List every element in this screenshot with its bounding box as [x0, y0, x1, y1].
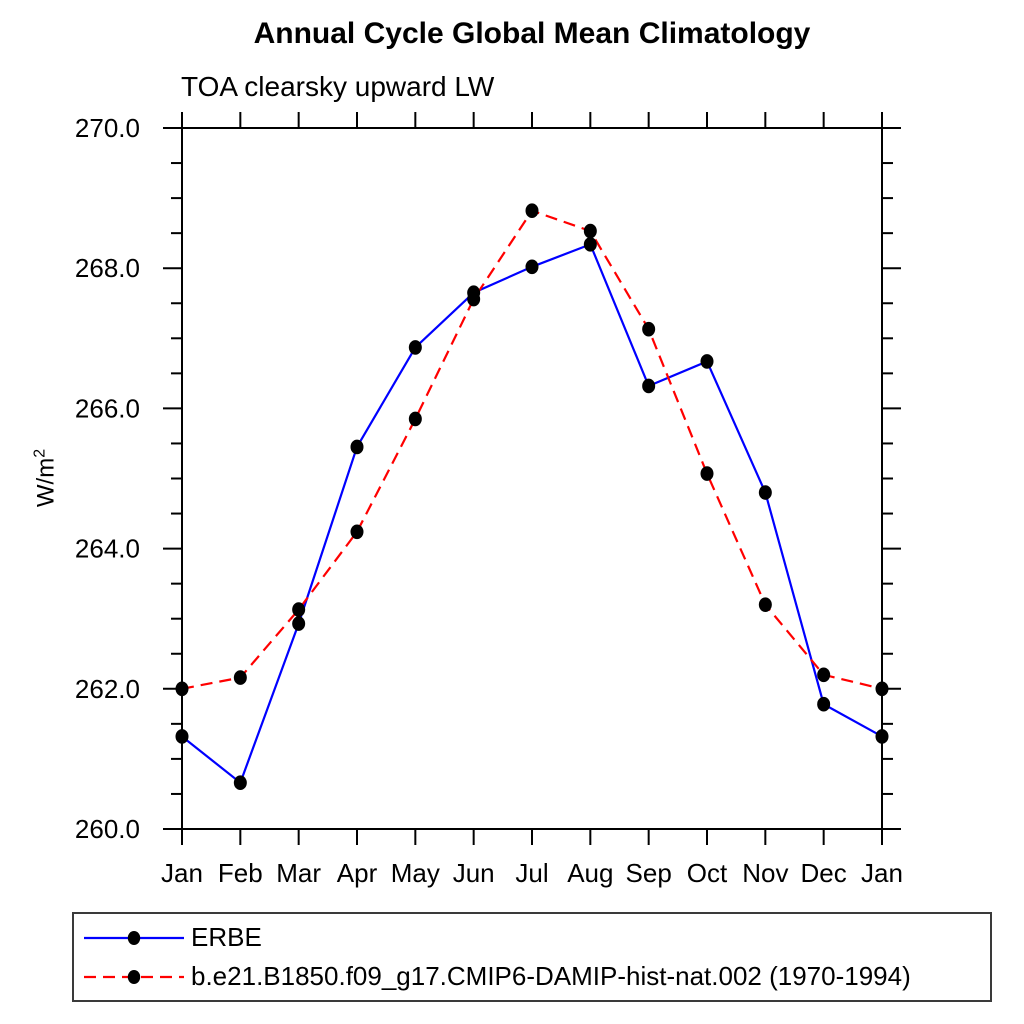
x-axis-tick-label: Apr [337, 858, 378, 888]
erbe-series-line [181, 242, 883, 785]
x-axis-tick-label: Sep [626, 858, 672, 888]
x-axis-tick-label: Nov [742, 858, 788, 888]
erbe-line-swatch [84, 930, 184, 945]
plot-border [181, 127, 883, 830]
legend-item-model: b.e21.B1850.f09_g17.CMIP6-DAMIP-hist-nat… [82, 961, 990, 992]
x-axis-tick-label: Dec [801, 858, 847, 888]
x-axis-tick-label: Jan [161, 858, 203, 888]
model-data-point-marker [583, 223, 597, 239]
erbe-data-point-marker [700, 354, 714, 369]
y-axis-tick-label: 268.0 [75, 253, 140, 283]
model-data-point-marker [875, 681, 889, 697]
y-axis-tick-label: 260.0 [75, 814, 140, 844]
legend: ERBE b.e21.B1850.f09_g17.CMIP6-DAMIP-his… [72, 912, 992, 1002]
y-axis-tick-label: 264.0 [75, 534, 140, 564]
x-axis-tick-label: Jan [861, 858, 903, 888]
chart-subtitle: TOA clearsky upward LW [181, 71, 495, 102]
x-axis-tick-label: Jun [453, 858, 495, 888]
y-axis-tick-label: 266.0 [75, 393, 140, 423]
legend-label-erbe: ERBE [191, 922, 262, 952]
legend-label-model: b.e21.B1850.f09_g17.CMIP6-DAMIP-hist-nat… [191, 961, 911, 991]
erbe-data-point-marker [817, 696, 831, 712]
x-axis-tick-label: Oct [687, 858, 728, 888]
x-axis-tick-label: Mar [276, 858, 321, 888]
erbe-data-point-marker [583, 237, 597, 252]
erbe-data-point-marker [175, 729, 189, 744]
x-axis-tick-label: Feb [218, 858, 263, 888]
model-series-line [181, 209, 883, 690]
model-data-point-marker [350, 524, 364, 540]
model-data-point-marker [233, 670, 247, 685]
erbe-data-point-marker [525, 259, 539, 275]
y-axis-tick-label: 262.0 [75, 674, 140, 704]
model-data-point-marker [292, 602, 306, 617]
erbe-data-point-marker [350, 439, 364, 455]
erbe-data-point-marker [408, 340, 422, 355]
y-axis-tick-label: 270.0 [75, 113, 140, 143]
model-legend-marker [127, 969, 141, 984]
chart-title: Annual Cycle Global Mean Climatology [253, 17, 811, 50]
legend-item-erbe: ERBE [82, 922, 990, 953]
model-data-point-marker [175, 681, 189, 697]
erbe-legend-marker [127, 930, 141, 945]
model-data-point-marker [525, 203, 539, 219]
erbe-data-point-marker [233, 775, 247, 791]
erbe-data-point-marker [875, 729, 889, 744]
x-axis-tick-label: Jul [515, 858, 548, 888]
erbe-data-point-marker [292, 616, 306, 631]
model-data-point-marker [642, 321, 656, 337]
model-data-point-marker [700, 466, 714, 481]
model-data-point-marker [758, 597, 772, 612]
x-axis-tick-label: May [391, 858, 440, 888]
model-data-point-marker [467, 291, 481, 307]
erbe-data-point-marker [758, 485, 772, 500]
erbe-data-point-marker [642, 378, 656, 394]
model-data-point-marker [408, 411, 422, 427]
x-axis-tick-label: Aug [567, 858, 613, 888]
model-line-swatch [84, 969, 184, 984]
model-data-point-marker [817, 667, 831, 683]
